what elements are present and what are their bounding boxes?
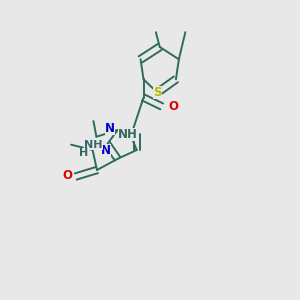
Text: H: H xyxy=(79,148,88,158)
Text: O: O xyxy=(169,100,178,113)
Text: N: N xyxy=(105,122,115,135)
Text: NH: NH xyxy=(118,128,138,141)
Text: S: S xyxy=(153,86,162,99)
Text: O: O xyxy=(63,169,73,182)
Text: N: N xyxy=(101,144,111,157)
Text: NH: NH xyxy=(84,140,103,150)
